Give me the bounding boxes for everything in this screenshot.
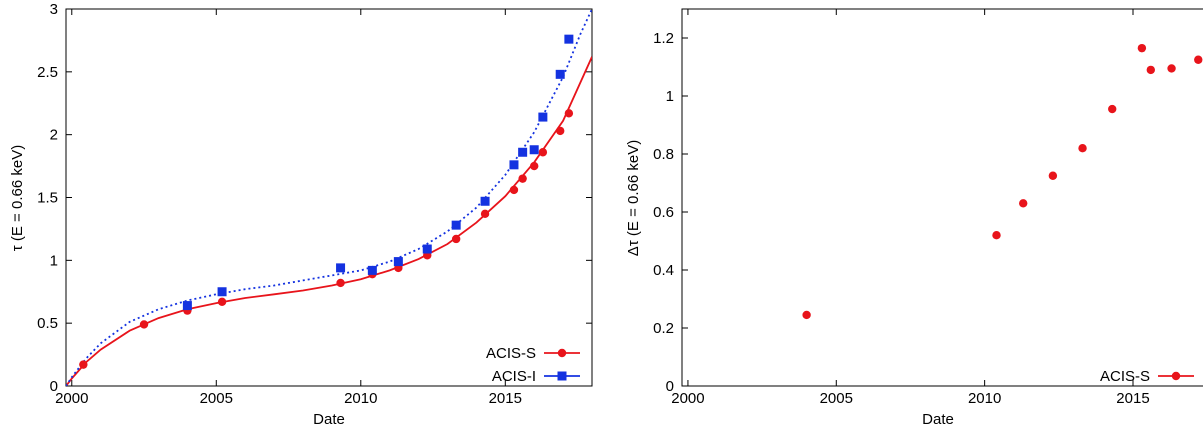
left-point-acis-i [529, 145, 539, 155]
right-point-acis-s [1167, 64, 1176, 73]
left-x-tick-label: 2005 [200, 390, 233, 407]
left-fit-curves [66, 9, 592, 386]
right-y-tick-label: 0 [666, 378, 674, 395]
right-axis-ticks: 2000 2005 2010 2015 0 0.2 0.4 0.6 0.8 1 1.2 [653, 9, 1150, 407]
left-point-acis-i [367, 265, 377, 275]
right-legend-sample-acis-s [1158, 371, 1194, 381]
left-point-acis-s [79, 360, 88, 369]
left-point-acis-s [538, 148, 548, 157]
left-x-tick-label: 2010 [344, 390, 377, 407]
right-point-acis-s [1146, 65, 1155, 75]
right-legend-label-acis-s: ACIS-S [1100, 368, 1150, 385]
left-point-acis-i [393, 257, 403, 267]
left-point-acis-s [139, 320, 149, 329]
left-y-tick-label: 2 [50, 127, 58, 144]
right-plot-frame [681, 8, 1203, 387]
left-fit-curve-acis-s [66, 56, 592, 386]
right-point-acis-s [1078, 144, 1087, 153]
left-point-acis-i [182, 301, 192, 311]
right-point-acis-s [992, 231, 1001, 240]
left-point-acis-s [480, 209, 490, 219]
left-y-tick-label: 1 [50, 252, 58, 269]
right-y-tick-label: 1.2 [653, 30, 674, 47]
right-point-acis-s [1108, 104, 1117, 114]
left-y-tick-label: 0 [50, 378, 58, 395]
right-chart-panel: 2000 2005 2010 2015 0 0.2 0.4 0.6 0.8 1 1.2 Date Δ… [625, 8, 1203, 428]
legend-sample-marker [1171, 371, 1181, 381]
left-point-acis-i [422, 244, 432, 254]
left-point-acis-i [518, 147, 528, 157]
right-x-tick-label: 2015 [1116, 390, 1149, 407]
right-x-axis-title: Date [922, 411, 954, 428]
right-x-tick-label: 2000 [671, 390, 704, 407]
left-chart-panel: 2000 2005 2010 2015 0 0.5 1 1.5 2 2.5 3 Date τ (E … [9, 1, 593, 428]
left-point-acis-s [529, 161, 539, 171]
left-x-tick-label: 2015 [489, 390, 522, 407]
legend-sample-marker [557, 348, 567, 358]
right-y-tick-label: 0.6 [653, 204, 674, 221]
left-x-tick-label: 2000 [55, 390, 88, 407]
left-x-axis-title: Date [313, 411, 345, 428]
right-point-acis-s [1194, 55, 1203, 64]
left-y-tick-label: 0.5 [37, 315, 58, 332]
left-point-acis-s [564, 109, 574, 118]
left-legend: ACIS-S ACIS-I [486, 345, 580, 385]
left-data-points [79, 34, 574, 369]
right-data-points [802, 43, 1203, 320]
right-x-tick-label: 2005 [820, 390, 853, 407]
left-point-acis-i [538, 112, 548, 122]
left-axis-ticks: 2000 2005 2010 2015 0 0.5 1 1.5 2 2.5 3 [37, 1, 592, 407]
legend-sample-marker [557, 371, 567, 381]
right-legend: ACIS-S [1100, 368, 1194, 385]
right-x-tick-label: 2010 [968, 390, 1001, 407]
left-plot-frame [65, 8, 593, 387]
right-point-acis-s [1048, 171, 1058, 180]
left-point-acis-i [480, 196, 490, 206]
right-point-acis-s [1137, 43, 1147, 53]
left-y-tick-label: 3 [50, 1, 58, 18]
left-point-acis-s [518, 174, 527, 183]
left-point-acis-s [509, 185, 519, 195]
left-y-axis-title: τ (E = 0.66 keV) [9, 145, 26, 251]
left-point-acis-i [451, 220, 461, 230]
right-y-tick-label: 0.4 [653, 262, 674, 279]
left-point-acis-i [217, 287, 227, 297]
right-y-tick-label: 1 [666, 88, 674, 105]
left-y-tick-label: 2.5 [37, 64, 58, 81]
left-point-acis-i [564, 34, 574, 44]
left-point-acis-s [451, 234, 461, 244]
left-point-acis-i [509, 160, 519, 170]
left-legend-label-acis-i: ACIS-I [492, 368, 536, 385]
left-point-acis-s [556, 126, 565, 136]
right-y-tick-label: 0.8 [653, 146, 674, 163]
left-legend-sample-acis-i [544, 371, 580, 381]
left-fit-curve-acis-i [66, 9, 592, 386]
left-legend-sample-acis-s [544, 348, 580, 358]
left-point-acis-i [336, 263, 346, 273]
left-point-acis-i [555, 69, 565, 79]
right-point-acis-s [1019, 199, 1028, 208]
right-y-axis-title: Δτ (E = 0.66 keV) [625, 140, 642, 256]
left-point-acis-s [217, 297, 227, 307]
left-y-tick-label: 1.5 [37, 190, 58, 207]
right-y-tick-label: 0.2 [653, 320, 674, 337]
right-point-acis-s [802, 310, 811, 320]
left-point-acis-s [336, 278, 345, 288]
left-legend-label-acis-s: ACIS-S [486, 345, 536, 362]
